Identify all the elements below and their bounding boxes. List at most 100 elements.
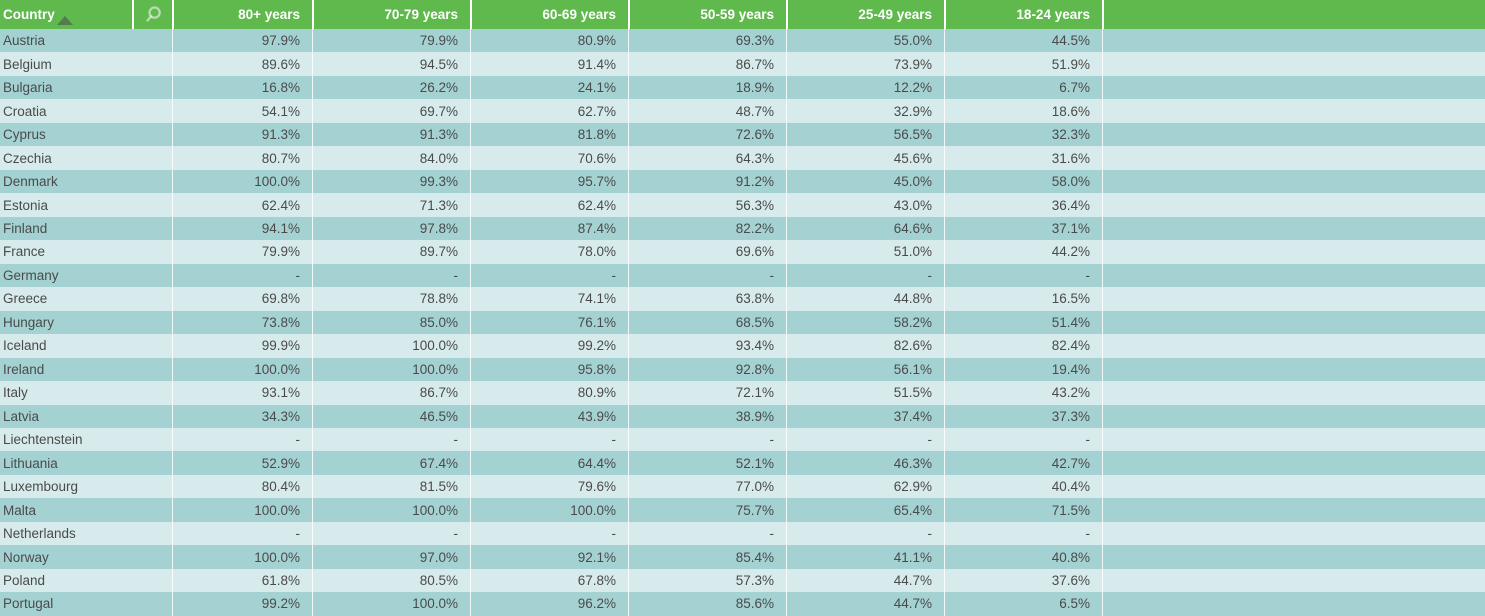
country-cell: Croatia bbox=[3, 103, 47, 119]
value-cell: 68.5% bbox=[628, 310, 786, 335]
country-cell: Czechia bbox=[3, 150, 52, 166]
value-cell: 43.2% bbox=[944, 381, 1102, 405]
country-cell: Cyprus bbox=[3, 127, 46, 143]
table-row: Hungary 73.8% 85.0% 76.1% 68.5% 58.2% 51.4% bbox=[0, 310, 1485, 335]
value-cell: 44.7% bbox=[786, 592, 944, 616]
column-header-country[interactable]: Country bbox=[0, 0, 132, 29]
value-cell: 63.8% bbox=[628, 287, 786, 311]
value-cell: 92.1% bbox=[470, 545, 628, 569]
value-cell: 32.9% bbox=[786, 99, 944, 123]
value-cell: 73.8% bbox=[172, 310, 312, 335]
value-cell: 41.1% bbox=[786, 545, 944, 569]
value-cell: 85.4% bbox=[628, 545, 786, 569]
row-filler bbox=[1102, 427, 1485, 452]
country-cell: Greece bbox=[3, 291, 48, 307]
table-row: France 79.9% 89.7% 78.0% 69.6% 51.0% 44.2% bbox=[0, 240, 1485, 264]
column-header-25-49[interactable]: 25-49 years bbox=[786, 0, 944, 29]
value-cell: - bbox=[786, 427, 944, 452]
value-cell: 97.9% bbox=[172, 29, 312, 53]
column-header-60-69[interactable]: 60-69 years bbox=[470, 0, 628, 29]
value-cell: 75.7% bbox=[628, 498, 786, 522]
value-cell: 91.3% bbox=[172, 122, 312, 147]
value-cell: 69.6% bbox=[628, 240, 786, 264]
row-filler bbox=[1102, 287, 1485, 311]
table-row: Belgium 89.6% 94.5% 91.4% 86.7% 73.9% 51.9% bbox=[0, 52, 1485, 76]
value-cell: 36.4% bbox=[944, 193, 1102, 217]
value-cell: 52.9% bbox=[172, 451, 312, 475]
value-cell: 56.3% bbox=[628, 193, 786, 217]
row-filler bbox=[1102, 240, 1485, 264]
country-cell: Hungary bbox=[3, 314, 55, 330]
value-cell: - bbox=[628, 263, 786, 288]
value-cell: 16.8% bbox=[172, 75, 312, 100]
value-cell: 100.0% bbox=[312, 334, 470, 358]
row-filler bbox=[1102, 122, 1485, 147]
row-filler bbox=[1102, 146, 1485, 170]
search-button[interactable] bbox=[132, 0, 172, 29]
value-cell: - bbox=[786, 263, 944, 288]
value-cell: 57.3% bbox=[628, 568, 786, 593]
value-cell: 52.1% bbox=[628, 451, 786, 475]
table-row: Finland 94.1% 97.8% 87.4% 82.2% 64.6% 37.1% bbox=[0, 216, 1485, 241]
value-cell: 89.6% bbox=[172, 52, 312, 76]
value-cell: 58.2% bbox=[786, 310, 944, 335]
row-filler bbox=[1102, 263, 1485, 288]
country-cell: France bbox=[3, 244, 46, 260]
value-cell: 45.6% bbox=[786, 146, 944, 170]
value-cell: 62.4% bbox=[172, 193, 312, 217]
country-cell: Iceland bbox=[3, 338, 47, 354]
value-cell: 80.9% bbox=[470, 29, 628, 53]
country-cell: Luxembourg bbox=[3, 479, 79, 495]
table-row: Latvia 34.3% 46.5% 43.9% 38.9% 37.4% 37.3% bbox=[0, 404, 1485, 428]
column-header-50-59[interactable]: 50-59 years bbox=[628, 0, 786, 29]
value-cell: 34.3% bbox=[172, 404, 312, 428]
row-filler bbox=[1102, 404, 1485, 428]
value-cell: 92.8% bbox=[628, 357, 786, 382]
column-header-80-plus[interactable]: 80+ years bbox=[172, 0, 312, 29]
value-cell: 95.7% bbox=[470, 169, 628, 194]
country-cell: Austria bbox=[3, 33, 46, 49]
value-cell: 6.7% bbox=[944, 75, 1102, 100]
value-cell: 74.1% bbox=[470, 287, 628, 311]
value-cell: - bbox=[628, 521, 786, 546]
value-cell: 91.4% bbox=[470, 52, 628, 76]
country-cell: Italy bbox=[3, 385, 28, 401]
column-header-70-79[interactable]: 70-79 years bbox=[312, 0, 470, 29]
value-cell: - bbox=[172, 427, 312, 452]
value-cell: 61.8% bbox=[172, 568, 312, 593]
value-cell: 100.0% bbox=[312, 357, 470, 382]
table-header-row: Country 80+ years 70-79 years 60-69 year… bbox=[0, 0, 1485, 29]
value-cell: 45.0% bbox=[786, 169, 944, 194]
value-cell: 72.1% bbox=[628, 381, 786, 405]
value-cell: 67.4% bbox=[312, 451, 470, 475]
value-cell: 16.5% bbox=[944, 287, 1102, 311]
value-cell: - bbox=[312, 263, 470, 288]
value-cell: 97.0% bbox=[312, 545, 470, 569]
value-cell: 77.0% bbox=[628, 474, 786, 499]
table-row: Malta 100.0% 100.0% 100.0% 75.7% 65.4% 71.5% bbox=[0, 498, 1485, 522]
value-cell: 46.5% bbox=[312, 404, 470, 428]
value-cell: 19.4% bbox=[944, 357, 1102, 382]
value-cell: 82.6% bbox=[786, 334, 944, 358]
value-cell: 67.8% bbox=[470, 568, 628, 593]
value-cell: 95.8% bbox=[470, 357, 628, 382]
table-row: Italy 93.1% 86.7% 80.9% 72.1% 51.5% 43.2% bbox=[0, 381, 1485, 405]
value-cell: 94.5% bbox=[312, 52, 470, 76]
table-row: Ireland 100.0% 100.0% 95.8% 92.8% 56.1% 19.4% bbox=[0, 357, 1485, 382]
value-cell: 56.1% bbox=[786, 357, 944, 382]
row-filler bbox=[1102, 169, 1485, 194]
country-cell: Poland bbox=[3, 573, 46, 589]
value-cell: 93.1% bbox=[172, 381, 312, 405]
value-cell: 86.7% bbox=[628, 52, 786, 76]
country-cell: Malta bbox=[3, 502, 37, 518]
value-cell: 100.0% bbox=[172, 357, 312, 382]
header-filler bbox=[1102, 0, 1485, 29]
value-cell: 64.3% bbox=[628, 146, 786, 170]
row-filler bbox=[1102, 474, 1485, 499]
value-cell: 82.4% bbox=[944, 334, 1102, 358]
value-cell: 32.3% bbox=[944, 122, 1102, 147]
column-header-18-24[interactable]: 18-24 years bbox=[944, 0, 1102, 29]
value-cell: 71.3% bbox=[312, 193, 470, 217]
value-cell: 81.5% bbox=[312, 474, 470, 499]
value-cell: 12.2% bbox=[786, 75, 944, 100]
